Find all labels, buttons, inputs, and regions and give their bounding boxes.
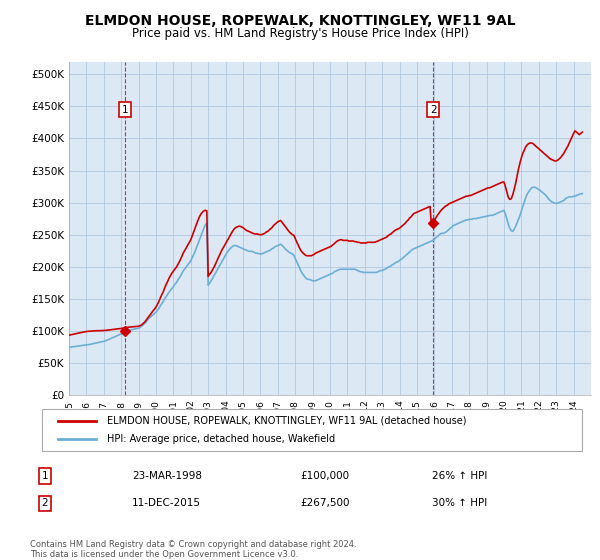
Text: £267,500: £267,500 — [300, 498, 349, 508]
Text: 2: 2 — [41, 498, 49, 508]
Text: ELMDON HOUSE, ROPEWALK, KNOTTINGLEY, WF11 9AL: ELMDON HOUSE, ROPEWALK, KNOTTINGLEY, WF1… — [85, 14, 515, 28]
Text: Contains HM Land Registry data © Crown copyright and database right 2024.
This d: Contains HM Land Registry data © Crown c… — [30, 540, 356, 559]
Text: ELMDON HOUSE, ROPEWALK, KNOTTINGLEY, WF11 9AL (detached house): ELMDON HOUSE, ROPEWALK, KNOTTINGLEY, WF1… — [107, 416, 466, 426]
Text: 1: 1 — [41, 471, 49, 481]
Text: 30% ↑ HPI: 30% ↑ HPI — [432, 498, 487, 508]
Text: 1: 1 — [122, 105, 128, 115]
Text: HPI: Average price, detached house, Wakefield: HPI: Average price, detached house, Wake… — [107, 434, 335, 444]
Text: 2: 2 — [430, 105, 437, 115]
Text: 11-DEC-2015: 11-DEC-2015 — [132, 498, 201, 508]
Text: 26% ↑ HPI: 26% ↑ HPI — [432, 471, 487, 481]
Text: £100,000: £100,000 — [300, 471, 349, 481]
Text: Price paid vs. HM Land Registry's House Price Index (HPI): Price paid vs. HM Land Registry's House … — [131, 27, 469, 40]
FancyBboxPatch shape — [42, 409, 582, 451]
Text: 23-MAR-1998: 23-MAR-1998 — [132, 471, 202, 481]
